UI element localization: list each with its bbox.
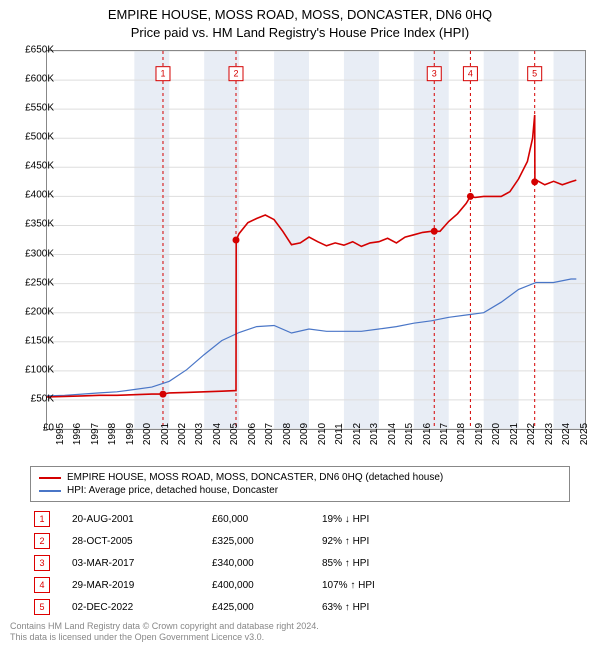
y-tick-label: £150K [25,335,54,346]
sales-table: 1 20-AUG-2001£60,00019% ↓ HPI 2 28-OCT-2005… [30,508,570,618]
sale-marker: 5 [34,599,50,615]
svg-text:5: 5 [532,69,537,79]
svg-text:3: 3 [432,69,437,79]
sale-price: £325,000 [212,536,322,547]
chart-svg: 1 2 3 4 5 [47,51,585,429]
legend-label: EMPIRE HOUSE, MOSS ROAD, MOSS, DONCASTER… [67,472,443,483]
y-tick-label: £350K [25,219,54,230]
x-tick-label: 2007 [264,423,275,445]
title-block: EMPIRE HOUSE, MOSS ROAD, MOSS, DONCASTER… [0,0,600,42]
x-tick-label: 2022 [526,423,537,445]
x-tick-label: 1995 [55,423,66,445]
sale-pct: 92% ↑ HPI [322,536,442,547]
sale-price: £425,000 [212,602,322,613]
legend-item: HPI: Average price, detached house, Donc… [39,484,561,497]
title-line-2: Price paid vs. HM Land Registry's House … [0,24,600,42]
x-tick-label: 2020 [491,423,502,445]
x-tick-label: 2017 [439,423,450,445]
footer-line-2: This data is licensed under the Open Gov… [10,632,319,644]
x-tick-label: 2000 [142,423,153,445]
svg-text:1: 1 [160,69,165,79]
sale-row: 3 03-MAR-2017£340,00085% ↑ HPI [30,552,570,574]
chart-container: EMPIRE HOUSE, MOSS ROAD, MOSS, DONCASTER… [0,0,600,650]
x-tick-label: 2012 [352,423,363,445]
x-tick-label: 2003 [194,423,205,445]
y-tick-label: £550K [25,103,54,114]
y-tick-label: £650K [25,45,54,56]
x-tick-label: 2025 [579,423,590,445]
y-tick-label: £0 [43,423,54,434]
sale-pct: 107% ↑ HPI [322,580,442,591]
legend-label: HPI: Average price, detached house, Donc… [67,485,278,496]
y-tick-label: £100K [25,364,54,375]
sale-marker: 2 [34,533,50,549]
sale-price: £340,000 [212,558,322,569]
sale-price: £400,000 [212,580,322,591]
legend: EMPIRE HOUSE, MOSS ROAD, MOSS, DONCASTER… [30,466,570,502]
svg-text:2: 2 [233,69,238,79]
sale-pct: 19% ↓ HPI [322,514,442,525]
y-tick-label: £450K [25,161,54,172]
footer-line-1: Contains HM Land Registry data © Crown c… [10,621,319,633]
x-tick-label: 1999 [125,423,136,445]
x-tick-label: 2023 [544,423,555,445]
x-tick-label: 2001 [160,423,171,445]
sale-row: 5 02-DEC-2022£425,00063% ↑ HPI [30,596,570,618]
y-tick-label: £600K [25,74,54,85]
x-tick-label: 2005 [229,423,240,445]
legend-item: EMPIRE HOUSE, MOSS ROAD, MOSS, DONCASTER… [39,471,561,484]
x-tick-label: 2014 [387,423,398,445]
x-tick-label: 2013 [369,423,380,445]
y-tick-label: £400K [25,190,54,201]
sale-row: 1 20-AUG-2001£60,00019% ↓ HPI [30,508,570,530]
sale-marker: 1 [34,511,50,527]
y-tick-label: £200K [25,306,54,317]
sale-date: 02-DEC-2022 [72,602,212,613]
sale-pct: 63% ↑ HPI [322,602,442,613]
footer: Contains HM Land Registry data © Crown c… [10,621,319,644]
x-tick-label: 2002 [177,423,188,445]
x-tick-label: 2009 [299,423,310,445]
y-tick-label: £300K [25,248,54,259]
x-tick-label: 2015 [404,423,415,445]
sale-date: 29-MAR-2019 [72,580,212,591]
legend-swatch [39,490,61,492]
x-tick-label: 2011 [334,423,345,445]
y-tick-label: £500K [25,132,54,143]
x-tick-label: 1996 [72,423,83,445]
x-tick-label: 1997 [90,423,101,445]
y-tick-label: £50K [31,393,54,404]
x-tick-label: 2008 [282,423,293,445]
sale-price: £60,000 [212,514,322,525]
x-tick-label: 2018 [456,423,467,445]
sale-date: 20-AUG-2001 [72,514,212,525]
sale-marker: 4 [34,577,50,593]
sale-row: 2 28-OCT-2005£325,00092% ↑ HPI [30,530,570,552]
x-tick-label: 2019 [474,423,485,445]
svg-text:4: 4 [468,69,473,79]
x-tick-label: 2024 [561,423,572,445]
sale-pct: 85% ↑ HPI [322,558,442,569]
x-tick-label: 1998 [107,423,118,445]
legend-swatch [39,477,61,479]
chart-plot-area: 1 2 3 4 5 [46,50,586,430]
x-tick-label: 2006 [247,423,258,445]
sale-row: 4 29-MAR-2019£400,000107% ↑ HPI [30,574,570,596]
x-tick-label: 2016 [422,423,433,445]
x-tick-label: 2010 [317,423,328,445]
sale-date: 28-OCT-2005 [72,536,212,547]
x-tick-label: 2004 [212,423,223,445]
sale-date: 03-MAR-2017 [72,558,212,569]
sale-marker: 3 [34,555,50,571]
y-tick-label: £250K [25,277,54,288]
x-tick-label: 2021 [509,423,520,445]
title-line-1: EMPIRE HOUSE, MOSS ROAD, MOSS, DONCASTER… [0,6,600,24]
